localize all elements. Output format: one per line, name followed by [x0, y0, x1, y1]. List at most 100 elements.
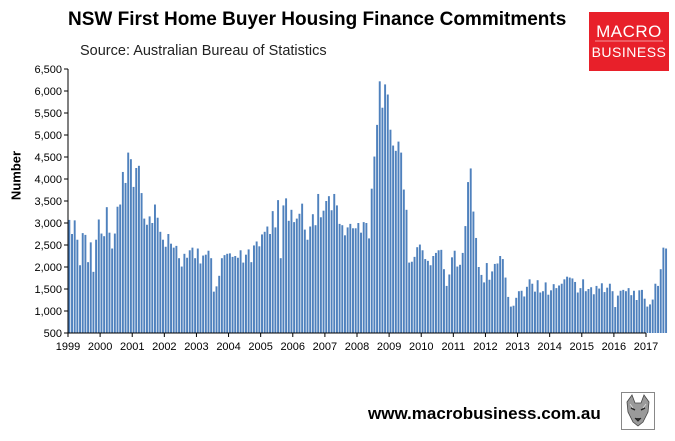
bar: [512, 305, 515, 333]
x-tick-label: 2009: [377, 341, 401, 353]
bar: [408, 262, 411, 333]
bar: [154, 204, 156, 333]
y-tick-label: 4,500: [34, 152, 62, 164]
bar: [266, 226, 269, 333]
bar: [651, 299, 654, 333]
bar: [148, 216, 151, 333]
bar: [84, 234, 87, 333]
bar: [376, 124, 379, 333]
bar: [600, 283, 603, 333]
bar: [170, 243, 172, 333]
bar: [129, 159, 132, 333]
y-tick-label: 1,000: [34, 306, 62, 318]
bar: [662, 247, 665, 333]
website-url[interactable]: www.macrobusiness.com.au: [368, 404, 601, 423]
bar: [309, 226, 312, 333]
y-tick-label: 6,000: [34, 86, 62, 98]
bar: [183, 253, 186, 333]
bar: [354, 228, 357, 333]
bar: [156, 217, 159, 333]
bar: [242, 262, 245, 333]
bar: [544, 282, 547, 333]
bar: [81, 233, 84, 333]
bar: [119, 204, 122, 333]
bar: [448, 274, 451, 333]
y-tick-label: 4,000: [34, 174, 62, 186]
bar: [453, 250, 456, 333]
x-tick-label: 2014: [537, 341, 561, 353]
x-tick-label: 2008: [345, 341, 369, 353]
bar: [71, 234, 73, 333]
bar: [97, 219, 100, 333]
bar: [263, 231, 266, 333]
bar: [199, 263, 202, 333]
bar: [234, 256, 237, 333]
bar: [175, 245, 178, 333]
bar: [624, 291, 627, 333]
bar: [397, 141, 400, 333]
bar: [95, 239, 98, 333]
bar: [202, 255, 205, 333]
bar: [341, 225, 344, 333]
bar: [590, 287, 593, 333]
bar: [79, 265, 82, 333]
bar: [105, 207, 108, 333]
bar: [464, 226, 467, 333]
bar: [568, 277, 571, 333]
bar: [311, 214, 314, 333]
bar: [293, 222, 296, 333]
bar: [132, 186, 135, 333]
bar: [536, 280, 539, 333]
bar: [654, 283, 657, 333]
x-tick-label: 2006: [281, 341, 305, 353]
bar: [357, 223, 360, 333]
bar: [405, 209, 408, 333]
bar: [456, 266, 459, 333]
bar: [616, 295, 619, 333]
bar: [306, 239, 309, 333]
bar: [608, 283, 611, 333]
bar: [220, 258, 223, 333]
bar: [384, 84, 387, 334]
bar: [370, 188, 373, 333]
bar: [124, 182, 127, 333]
bar: [614, 307, 617, 333]
bar: [547, 294, 550, 333]
bar: [496, 263, 499, 333]
bar: [196, 248, 199, 333]
bar: [555, 288, 558, 333]
bar: [87, 262, 90, 333]
bar: [566, 276, 569, 333]
bar: [467, 182, 470, 333]
bar: [501, 259, 504, 333]
bar: [378, 81, 381, 333]
bar: [258, 246, 261, 333]
y-tick-label: 3,000: [34, 218, 62, 230]
bar: [523, 296, 526, 333]
bar: [343, 235, 346, 333]
bar: [627, 288, 630, 333]
bar: [475, 237, 478, 333]
x-tick-label: 2000: [88, 341, 112, 353]
bar: [525, 286, 528, 333]
bar: [303, 229, 306, 333]
bar: [108, 232, 111, 333]
bar: [226, 253, 229, 333]
bar: [352, 228, 354, 333]
bar: [228, 253, 231, 333]
x-tick-label: 2004: [216, 341, 240, 353]
logo-line-1: MACRO: [596, 22, 662, 41]
bar: [542, 291, 544, 333]
bar: [584, 291, 587, 333]
bar: [167, 234, 170, 333]
bar: [402, 189, 405, 333]
bar: [162, 239, 164, 333]
bar: [290, 209, 293, 333]
bar: [317, 193, 320, 333]
x-tick-label: 2015: [570, 341, 594, 353]
chart-subtitle: Source: Australian Bureau of Statistics: [80, 43, 327, 59]
bar: [517, 291, 520, 333]
x-tick-label: 2001: [120, 341, 144, 353]
bar: [665, 248, 668, 333]
bar: [520, 290, 523, 333]
